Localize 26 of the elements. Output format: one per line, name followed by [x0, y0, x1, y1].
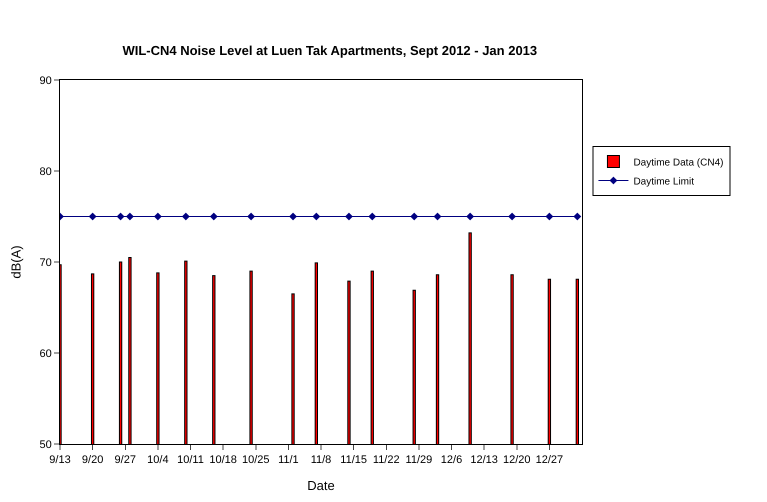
- x-axis-title: Date: [307, 478, 335, 493]
- legend-label: Daytime Data (CN4): [633, 157, 724, 168]
- x-tick-label: 12/13: [470, 454, 498, 466]
- chart-title: WIL-CN4 Noise Level at Luen Tak Apartments, Sept 2012 - Jan 2013: [122, 42, 538, 58]
- y-tick-label: 80: [40, 166, 52, 178]
- y-tick-label: 90: [40, 74, 52, 87]
- y-tick-label: 50: [40, 438, 52, 451]
- x-tick-label: 9/20: [82, 454, 104, 466]
- y-axis-title: dB(A): [8, 245, 24, 279]
- x-tick-label: 9/13: [49, 454, 71, 466]
- x-tick-label: 9/27: [114, 454, 136, 466]
- y-tick-label: 70: [40, 256, 52, 269]
- x-tick-label: 12/6: [440, 454, 462, 466]
- x-tick-label: 10/18: [209, 454, 237, 466]
- x-tick-label: 10/11: [177, 454, 204, 466]
- x-tick-label: 11/29: [406, 454, 432, 466]
- x-tick-label: 12/27: [536, 454, 564, 466]
- y-tick-label: 60: [40, 348, 52, 360]
- legend-label: Daytime Limit: [633, 176, 694, 188]
- x-tick-label: 11/8: [310, 454, 332, 466]
- x-tick-label: 12/20: [502, 454, 531, 466]
- x-tick-label: 10/25: [242, 454, 270, 466]
- x-tick-label: 11/1: [278, 454, 299, 466]
- x-tick-label: 10/4: [147, 454, 169, 466]
- x-tick-label: 11/15: [340, 454, 367, 466]
- x-tick-label: 11/22: [372, 454, 400, 466]
